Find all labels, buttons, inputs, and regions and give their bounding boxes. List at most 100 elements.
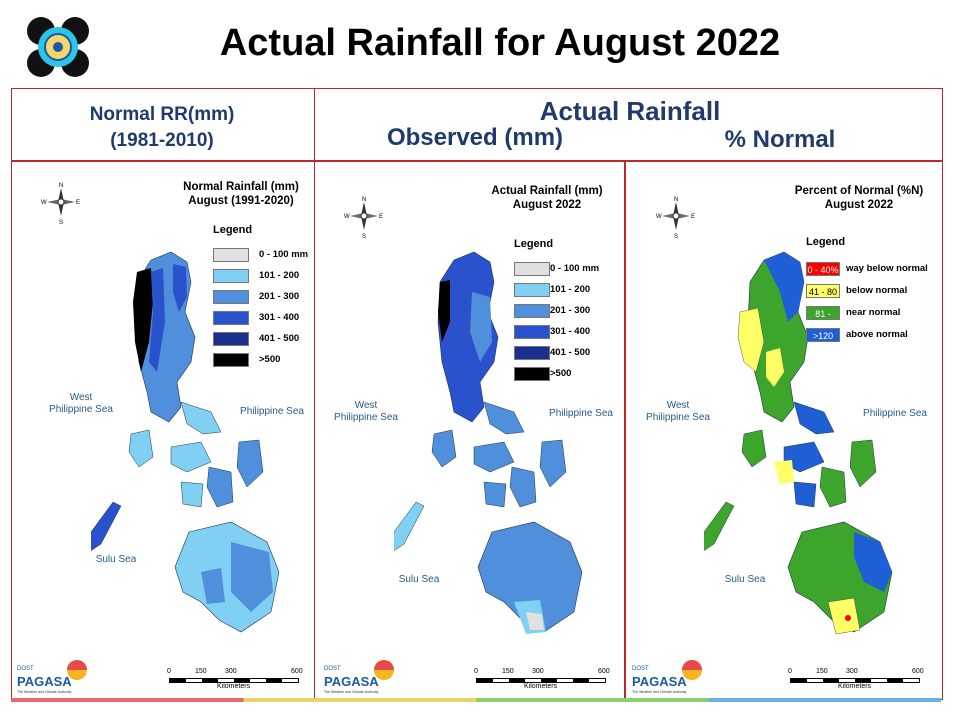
brand-dost: DOST	[632, 666, 649, 672]
compass-rose-icon: N S W E	[41, 183, 80, 226]
scale-tick-300: 300	[846, 668, 858, 675]
normal-rainfall-map-panel: Normal Rainfall (mm) August (1991-2020) …	[11, 160, 313, 698]
compass-n: N	[674, 197, 678, 203]
scale-tick-300: 300	[532, 668, 544, 675]
legend-swatch	[213, 290, 249, 304]
panel-title-line1: Actual Rainfall (mm)	[491, 185, 603, 197]
scale-bar: 0 150 300 600 Kilometers	[167, 668, 307, 692]
sea-label-sulu: Sulu Sea	[95, 554, 137, 565]
compass-w: W	[41, 200, 47, 206]
scale-tick-150: 150	[195, 668, 207, 675]
legend-label: 101 - 200	[550, 284, 591, 295]
scale-tick-300: 300	[225, 668, 237, 675]
legend-label: above normal	[846, 329, 908, 340]
legend-label: 201 - 300	[550, 305, 591, 316]
compass-s: S	[362, 234, 366, 240]
scale-bar: 0 150 300 600 Kilometers	[788, 668, 928, 692]
legend-swatch: 41 - 80	[806, 284, 840, 298]
panel-title: Actual Rainfall (mm) August 2022	[482, 184, 612, 212]
legend-title: Legend	[806, 236, 846, 248]
scale-tick-0: 0	[167, 668, 171, 675]
sea-west-line2: Philippine Sea	[49, 404, 113, 415]
sea-label-west: West Philippine Sea	[638, 400, 718, 424]
pagasa-seal-logo	[24, 16, 92, 78]
scale-bar-graphic	[169, 678, 299, 683]
panel-title-line2: August (1991-2020)	[188, 195, 294, 207]
scale-tick-150: 150	[816, 668, 828, 675]
brand-pagasa: PAGASA	[17, 674, 72, 689]
panel-title-line1: Normal Rainfall (mm)	[183, 181, 299, 193]
legend-swatch	[213, 353, 249, 367]
brand-dost: DOST	[324, 666, 341, 672]
compass-n: N	[362, 197, 366, 203]
compass-rose-icon: N S W E	[344, 197, 383, 240]
panel-title: Percent of Normal (%N) August 2022	[784, 184, 934, 212]
pagasa-brand-logo: DOST PAGASA The Weather and Climate Auth…	[17, 660, 87, 694]
legend-label: >500	[550, 368, 572, 379]
brand-pagasa: PAGASA	[324, 674, 379, 689]
legend-label: 401 - 500	[550, 347, 591, 358]
legend-swatch	[213, 269, 249, 283]
philippines-map-percent	[704, 251, 893, 635]
percent-normal-map-panel: Percent of Normal (%N) August 2022 N S W…	[624, 160, 941, 698]
scale-tick-600: 600	[291, 668, 303, 675]
scale-unit: Kilometers	[838, 683, 872, 690]
scale-bar-graphic	[476, 678, 606, 683]
sea-west-line1: West	[666, 400, 690, 411]
scale-unit: Kilometers	[217, 683, 251, 690]
sea-west-line2: Philippine Sea	[334, 412, 398, 423]
scale-tick-600: 600	[912, 668, 924, 675]
sea-label-west: West Philippine Sea	[326, 400, 406, 424]
scale-bar-graphic	[790, 678, 920, 683]
legend-swatch	[514, 346, 550, 360]
footer-color-bar	[11, 698, 941, 702]
legend-swatch: 81 - 120	[806, 306, 840, 333]
legend-swatch	[213, 248, 249, 262]
compass-w: W	[344, 214, 350, 220]
brand-tagline: The Weather and Climate Authority	[17, 690, 72, 694]
legend-swatch	[514, 325, 550, 339]
sea-west-line1: West	[354, 400, 378, 411]
legend-title: Legend	[514, 238, 554, 250]
legend-label: 301 - 400	[550, 326, 591, 337]
sea-label-west: West Philippine Sea	[41, 392, 121, 416]
compass-e: E	[76, 200, 80, 206]
sea-label-philippine: Philippine Sea	[549, 408, 613, 419]
legend-swatch	[514, 304, 550, 318]
header-frame-actual	[314, 88, 943, 162]
legend-label: below normal	[846, 285, 908, 296]
panel-title-line2: August 2022	[512, 199, 582, 211]
legend-swatch	[514, 262, 550, 276]
legend-swatch	[514, 283, 550, 297]
actual-header: Actual Rainfall	[539, 96, 721, 126]
legend-title: Legend	[213, 224, 253, 236]
compass-rose-icon: N S W E	[656, 197, 695, 240]
brand-tagline: The Weather and Climate Authority	[324, 690, 379, 694]
brand-dost: DOST	[17, 666, 34, 672]
scale-tick-600: 600	[598, 668, 610, 675]
compass-n: N	[59, 183, 63, 189]
legend-label: near normal	[846, 307, 901, 318]
legend-label: 101 - 200	[259, 270, 300, 281]
scale-tick-0: 0	[788, 668, 792, 675]
sea-label-sulu: Sulu Sea	[724, 574, 766, 585]
legend-label: 0 - 100 mm	[550, 263, 600, 274]
compass-s: S	[674, 234, 678, 240]
legend-label: >500	[259, 354, 281, 365]
compass-w: W	[656, 214, 662, 220]
scale-unit: Kilometers	[524, 683, 558, 690]
panel-title-line2: August 2022	[824, 199, 894, 211]
panel-title-line1: Percent of Normal (%N)	[794, 185, 924, 197]
legend-swatch	[213, 311, 249, 325]
legend-swatch	[514, 367, 550, 381]
legend-label: 401 - 500	[259, 333, 300, 344]
legend-label: 0 - 100 mm	[259, 249, 309, 260]
scale-tick-150: 150	[502, 668, 514, 675]
legend-swatch	[213, 332, 249, 346]
sea-west-line2: Philippine Sea	[646, 412, 710, 423]
sea-label-philippine: Philippine Sea	[240, 406, 304, 417]
panel-title: Normal Rainfall (mm) August (1991-2020)	[171, 180, 311, 208]
normal-header-line1: Normal RR(mm)	[89, 104, 235, 125]
compass-e: E	[379, 214, 383, 220]
compass-e: E	[691, 214, 695, 220]
